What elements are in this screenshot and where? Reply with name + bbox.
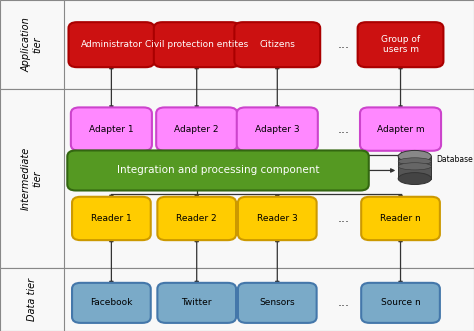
Text: Data tier: Data tier	[27, 278, 37, 321]
Text: Adapter 1: Adapter 1	[89, 124, 134, 134]
Text: Facebook: Facebook	[90, 298, 133, 307]
FancyBboxPatch shape	[72, 197, 151, 240]
Text: Reader 1: Reader 1	[91, 214, 132, 223]
Bar	[0, 268, 474, 331]
FancyBboxPatch shape	[154, 22, 239, 67]
FancyBboxPatch shape	[361, 283, 440, 323]
FancyBboxPatch shape	[360, 107, 441, 151]
Text: Civil protection entites: Civil protection entites	[145, 40, 248, 49]
Bar	[398, 156, 431, 179]
Text: ...: ...	[337, 122, 350, 136]
Text: Sensors: Sensors	[259, 298, 295, 307]
Text: Database: Database	[436, 155, 473, 164]
FancyBboxPatch shape	[238, 197, 317, 240]
Text: Adapter m: Adapter m	[377, 124, 424, 134]
FancyBboxPatch shape	[361, 197, 440, 240]
Text: Administrator: Administrator	[81, 40, 142, 49]
Text: Adapter 3: Adapter 3	[255, 124, 300, 134]
Text: ...: ...	[337, 296, 350, 309]
Text: Source n: Source n	[381, 298, 420, 307]
FancyBboxPatch shape	[67, 150, 369, 191]
Ellipse shape	[398, 150, 431, 163]
FancyBboxPatch shape	[157, 197, 236, 240]
FancyBboxPatch shape	[72, 283, 151, 323]
FancyBboxPatch shape	[156, 107, 237, 151]
FancyBboxPatch shape	[234, 22, 320, 67]
Text: Reader 2: Reader 2	[176, 214, 217, 223]
Ellipse shape	[398, 173, 431, 185]
FancyBboxPatch shape	[238, 283, 317, 323]
Text: Integration and processing component: Integration and processing component	[117, 166, 319, 175]
FancyBboxPatch shape	[237, 107, 318, 151]
Text: Reader 3: Reader 3	[257, 214, 298, 223]
Bar	[0, 89, 474, 268]
Text: Citizens: Citizens	[259, 40, 295, 49]
Text: Twitter: Twitter	[182, 298, 212, 307]
Text: Application
tier: Application tier	[21, 17, 43, 72]
Ellipse shape	[398, 158, 431, 165]
FancyBboxPatch shape	[157, 283, 236, 323]
Text: ...: ...	[337, 212, 350, 225]
FancyBboxPatch shape	[357, 22, 444, 67]
Bar	[0, 0, 474, 89]
FancyBboxPatch shape	[71, 107, 152, 151]
Text: ...: ...	[337, 38, 350, 51]
FancyBboxPatch shape	[68, 22, 155, 67]
Text: Intermediate
tier: Intermediate tier	[21, 147, 43, 211]
Ellipse shape	[398, 163, 431, 170]
Text: Group of
users m: Group of users m	[381, 35, 420, 54]
Text: Reader n: Reader n	[380, 214, 421, 223]
Text: Adapter 2: Adapter 2	[174, 124, 219, 134]
